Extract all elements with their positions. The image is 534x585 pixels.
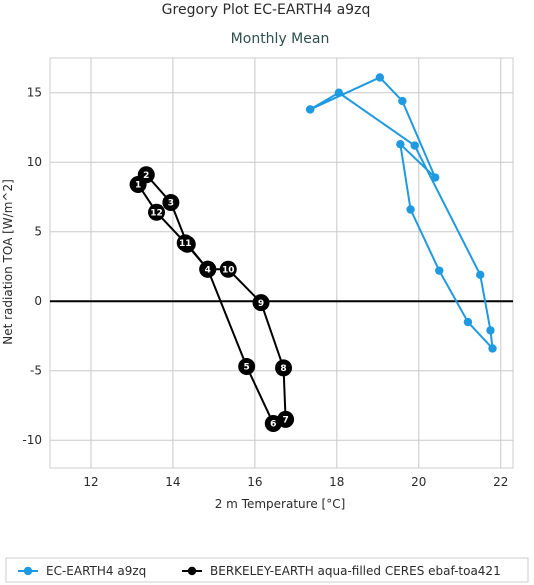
legend-marker: [23, 566, 33, 576]
month-label: 8: [280, 364, 286, 374]
legend-marker: [187, 566, 197, 576]
data-point: [375, 73, 385, 82]
x-axis-title: 2 m Temperature [°C]: [215, 497, 346, 511]
data-point: [264, 415, 282, 433]
legend-item: EC-EARTH4 a9zq: [18, 564, 146, 578]
data-point: [199, 260, 217, 278]
month-label: 6: [270, 420, 276, 430]
data-point: [396, 139, 405, 149]
series-0: [305, 73, 497, 353]
grid: [50, 58, 513, 468]
plot-area: [49, 57, 514, 469]
y-tick-label: 5: [34, 225, 42, 239]
legend-label: EC-EARTH4 a9zq: [46, 564, 146, 578]
month-label: 4: [205, 265, 211, 275]
data-point: [176, 234, 194, 252]
data-point: [463, 317, 473, 327]
data-point: [305, 105, 315, 114]
month-label: 9: [258, 299, 264, 309]
x-tick-label: 20: [411, 475, 426, 489]
chart-subtitle: Monthly Mean: [231, 31, 330, 47]
x-tick-label: 18: [329, 475, 344, 489]
month-label: 10: [222, 265, 235, 275]
y-tick-label: -10: [22, 433, 42, 447]
data-point: [435, 266, 444, 275]
month-label: 2: [143, 171, 149, 181]
y-axis-title: Net radiation TOA [W/m^2]: [1, 179, 15, 345]
data-point: [275, 359, 293, 377]
legend-label: BERKELEY-EARTH aqua-filled CERES ebaf-to…: [210, 564, 501, 578]
x-tick-label: 16: [247, 475, 262, 489]
y-tick-label: 10: [27, 155, 42, 169]
series-line: [309, 76, 494, 350]
data-point: [238, 358, 256, 376]
x-tick-label: 22: [493, 475, 508, 489]
data-point: [486, 326, 495, 335]
data-point: [162, 194, 180, 212]
legend-box: [5, 557, 529, 583]
y-tick-label: 0: [34, 294, 42, 308]
data-point: [476, 270, 485, 280]
data-point: [430, 173, 440, 182]
data-point: [488, 344, 497, 353]
data-point: [219, 260, 237, 278]
y-tick-label: -5: [30, 364, 42, 378]
month-label: 1: [135, 181, 141, 191]
data-point: [148, 203, 166, 221]
legend: EC-EARTH4 a9zq BERKELEY-EARTH aqua-filled…: [18, 564, 501, 578]
month-label: 11: [179, 239, 192, 249]
data-point: [410, 141, 419, 150]
chart-title: Gregory Plot EC-EARTH4 a9zq: [162, 2, 371, 18]
data-point: [406, 205, 415, 214]
month-label: 5: [244, 363, 250, 373]
data-point: [137, 166, 155, 184]
month-label: 3: [168, 199, 174, 209]
data-point: [334, 88, 344, 97]
x-tick-label: 12: [83, 475, 98, 489]
month-label: 12: [150, 208, 163, 218]
month-label: 7: [282, 416, 288, 426]
data-point: [252, 294, 270, 312]
y-tick-label: 15: [27, 86, 42, 100]
data-point: [398, 96, 407, 106]
x-tick-label: 14: [165, 475, 180, 489]
legend-item: BERKELEY-EARTH aqua-filled CERES ebaf-to…: [182, 564, 501, 578]
